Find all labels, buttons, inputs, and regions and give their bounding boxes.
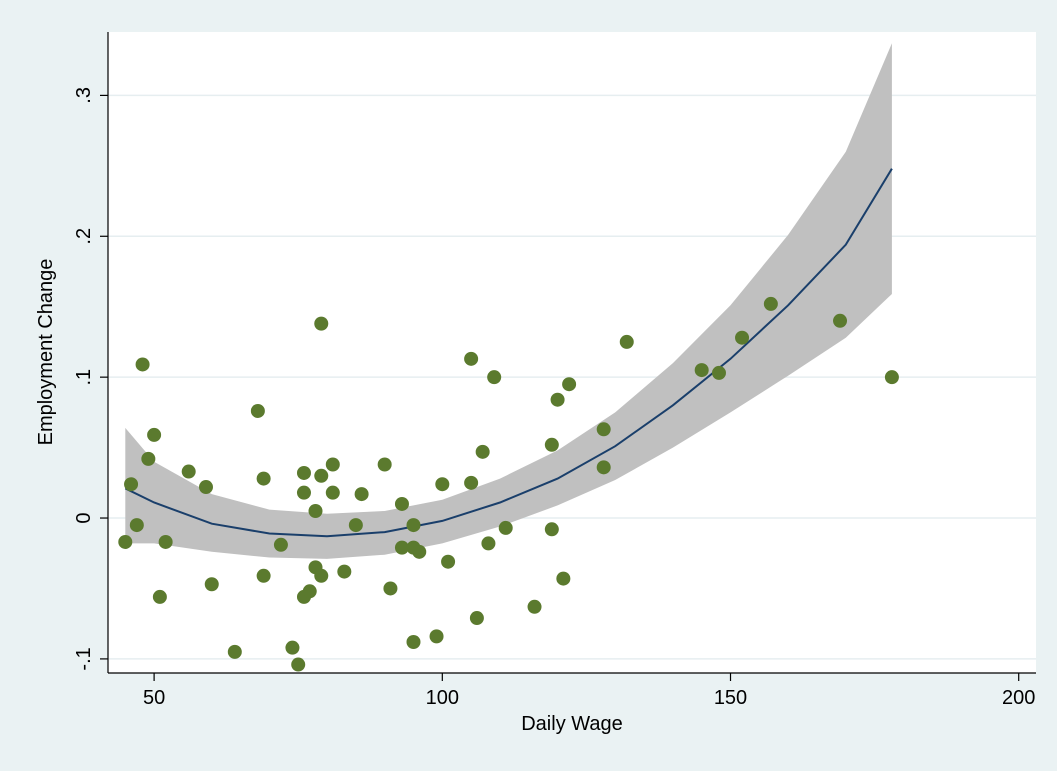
scatter-point-21 [302, 584, 317, 599]
scatter-point-64 [884, 370, 899, 385]
scatter-points [118, 296, 899, 672]
scatter-point-46 [475, 444, 490, 459]
scatter-point-25 [314, 468, 329, 483]
scatter-point-34 [394, 496, 409, 511]
scatter-point-63 [833, 313, 848, 328]
scatter-point-17 [291, 657, 306, 672]
axes [107, 32, 1036, 674]
scatter-point-57 [596, 460, 611, 475]
fit-line-layer [124, 168, 893, 538]
scatter-point-26 [314, 568, 329, 583]
plot-area [108, 32, 1036, 673]
scatter-point-22 [308, 503, 323, 518]
scatter-point-5 [147, 427, 162, 442]
scatter-point-59 [694, 363, 709, 378]
confidence-band-layer [125, 43, 892, 559]
x-axis-title: Daily Wage [521, 713, 623, 735]
scatter-point-50 [527, 599, 542, 614]
scatter-point-12 [250, 403, 265, 418]
scatter-point-39 [412, 544, 427, 559]
scatter-point-27 [325, 457, 340, 472]
scatter-point-28 [325, 485, 340, 500]
y-tick-label-4: .3 [73, 87, 95, 104]
scatter-point-47 [481, 536, 496, 551]
scatter-point-38 [406, 635, 421, 650]
scatter-point-31 [354, 487, 369, 502]
y-tick-label-1: 0 [73, 512, 95, 523]
scatter-point-41 [435, 477, 450, 492]
scatter-point-14 [256, 568, 271, 583]
scatter-point-60 [711, 365, 726, 380]
confidence-band [125, 43, 892, 559]
scatter-point-51 [544, 437, 559, 452]
y-tick-label-0: -.1 [73, 647, 95, 670]
x-tick-label-2: 150 [714, 687, 747, 709]
fit-line [124, 168, 893, 538]
scatter-point-19 [296, 485, 311, 500]
scatter-point-10 [204, 577, 219, 592]
scatter-point-58 [619, 334, 634, 349]
scatter-point-54 [556, 571, 571, 586]
scatter-point-8 [181, 464, 196, 479]
scatter-point-62 [763, 296, 778, 311]
scatter-point-30 [348, 518, 363, 533]
x-tick-label-3: 200 [1002, 687, 1035, 709]
scatter-point-61 [735, 330, 750, 345]
scatter-point-52 [544, 522, 559, 537]
scatter-point-4 [141, 451, 156, 466]
scatter-point-29 [337, 564, 352, 579]
scatter-point-1 [124, 477, 139, 492]
scatter-point-35 [394, 540, 409, 555]
scatter-point-7 [158, 534, 173, 549]
scatter-point-53 [550, 392, 565, 407]
scatter-point-43 [464, 351, 479, 366]
scatter-point-6 [152, 589, 167, 604]
scatter-point-9 [198, 480, 213, 495]
scatter-point-18 [296, 465, 311, 480]
scatter-point-3 [135, 357, 150, 372]
scatter-point-40 [429, 629, 444, 644]
scatter-point-15 [273, 537, 288, 552]
scatter-point-45 [469, 611, 484, 626]
scatter-point-44 [464, 475, 479, 490]
scatter-point-49 [498, 520, 513, 535]
scatter-point-11 [227, 644, 242, 659]
x-tick-label-0: 50 [143, 687, 165, 709]
scatter-point-24 [314, 316, 329, 331]
y-axis-ticks: -.1 0 .1 .2 .3 [73, 87, 108, 671]
scatter-point-36 [406, 518, 421, 533]
scatter-point-16 [285, 640, 300, 655]
y-tick-label-3: .2 [73, 228, 95, 245]
x-axis-ticks: 50 100 150 200 [143, 673, 1035, 709]
scatter-point-0 [118, 534, 133, 549]
scatter-point-48 [487, 370, 502, 385]
scatter-point-33 [383, 581, 398, 596]
scatter-point-13 [256, 471, 271, 486]
scatter-point-56 [596, 422, 611, 437]
scatter-point-42 [441, 554, 456, 569]
scatter-point-55 [562, 377, 577, 392]
scatter-point-2 [129, 518, 144, 533]
x-tick-label-1: 100 [426, 687, 459, 709]
scatter-point-32 [377, 457, 392, 472]
y-axis-title: Employment Change [35, 259, 57, 446]
y-tick-label-2: .1 [73, 369, 95, 386]
